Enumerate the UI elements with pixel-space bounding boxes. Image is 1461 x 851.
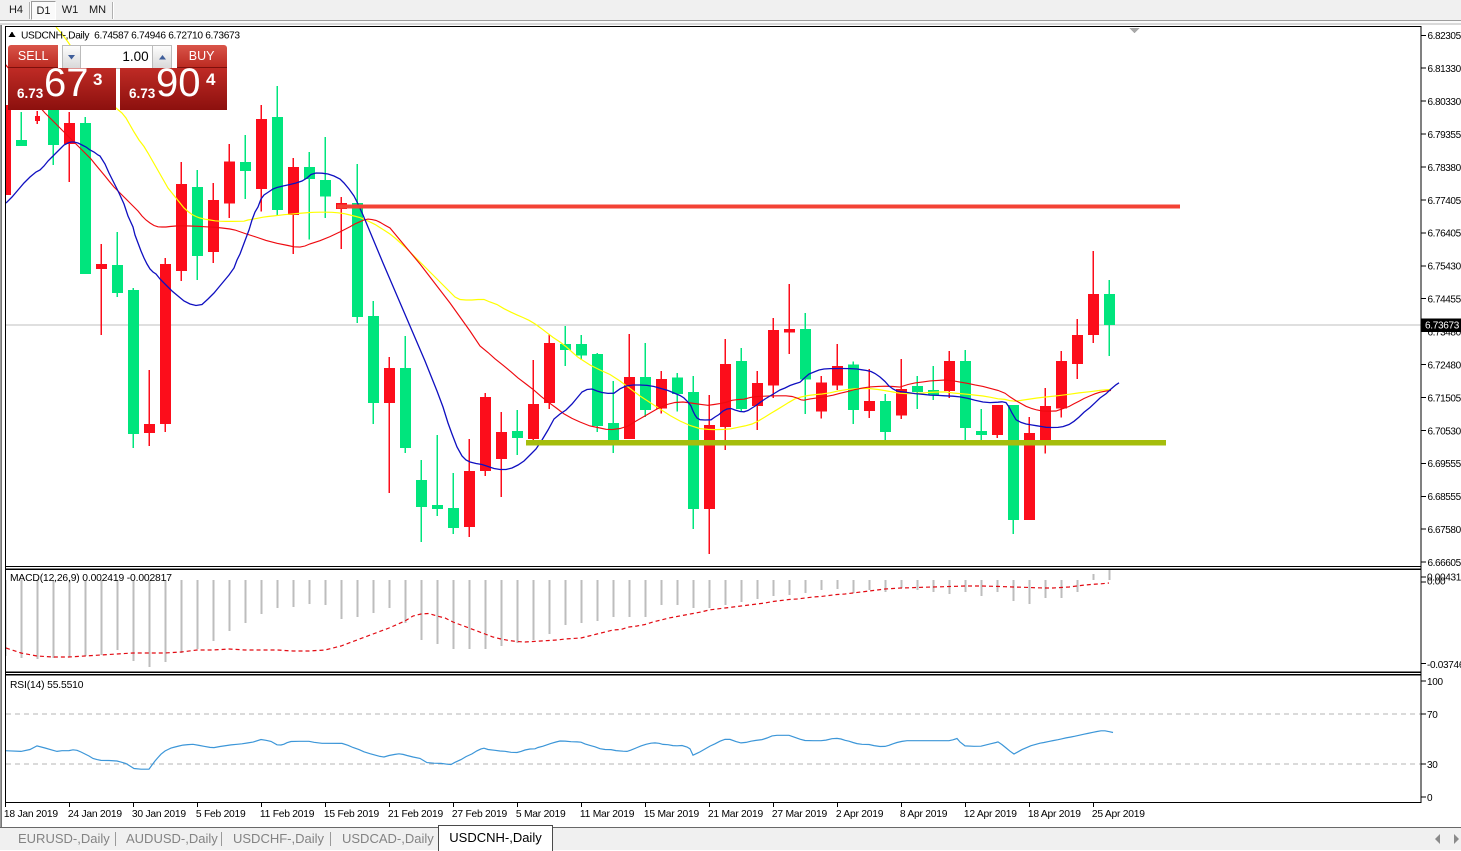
svg-text:30: 30: [1427, 760, 1438, 771]
svg-text:30 Jan 2019: 30 Jan 2019: [132, 809, 186, 820]
svg-text:5 Feb 2019: 5 Feb 2019: [196, 809, 246, 820]
svg-text:27 Mar 2019: 27 Mar 2019: [772, 809, 828, 820]
svg-text:RSI(14) 55.5510: RSI(14) 55.5510: [10, 680, 84, 691]
svg-text:6.79355: 6.79355: [1428, 130, 1461, 141]
svg-text:15 Mar 2019: 15 Mar 2019: [644, 809, 700, 820]
svg-text:70: 70: [1427, 710, 1438, 721]
svg-text:6.67580: 6.67580: [1428, 525, 1461, 536]
svg-text:6.77405: 6.77405: [1428, 196, 1461, 207]
svg-text:21 Mar 2019: 21 Mar 2019: [708, 809, 764, 820]
svg-text:6.81330: 6.81330: [1428, 64, 1461, 75]
svg-text:-0.037465: -0.037465: [1427, 660, 1461, 671]
svg-text:15 Feb 2019: 15 Feb 2019: [324, 809, 380, 820]
svg-text:25 Apr 2019: 25 Apr 2019: [1092, 809, 1145, 820]
svg-text:6.73673: 6.73673: [1425, 321, 1460, 332]
svg-text:6.74455: 6.74455: [1428, 295, 1461, 306]
svg-text:11 Feb 2019: 11 Feb 2019: [260, 809, 315, 820]
svg-text:6.75430: 6.75430: [1428, 262, 1461, 273]
svg-text:6.69555: 6.69555: [1428, 459, 1461, 470]
svg-text:MACD(12,26,9) 0.002419 -0.0028: MACD(12,26,9) 0.002419 -0.002817: [10, 573, 172, 584]
svg-text:6.82305: 6.82305: [1428, 31, 1461, 42]
svg-text:18 Jan 2019: 18 Jan 2019: [4, 809, 58, 820]
svg-text:2 Apr 2019: 2 Apr 2019: [836, 809, 884, 820]
svg-text:11 Mar 2019: 11 Mar 2019: [580, 809, 635, 820]
svg-text:8 Apr 2019: 8 Apr 2019: [900, 809, 948, 820]
svg-text:12 Apr 2019: 12 Apr 2019: [964, 809, 1017, 820]
svg-text:100: 100: [1427, 677, 1444, 688]
svg-text:0: 0: [1427, 793, 1433, 804]
svg-text:6.70530: 6.70530: [1428, 426, 1461, 437]
svg-text:USDCNH-,Daily 6.74587 6.74946: USDCNH-,Daily 6.74587 6.74946 6.72710 6.…: [21, 31, 240, 42]
svg-text:6.66605: 6.66605: [1428, 558, 1461, 569]
svg-text:21 Feb 2019: 21 Feb 2019: [388, 809, 444, 820]
svg-text:6.78380: 6.78380: [1428, 163, 1461, 174]
svg-text:0.00: 0.00: [1427, 577, 1446, 588]
svg-text:6.71505: 6.71505: [1428, 393, 1461, 404]
svg-text:27 Feb 2019: 27 Feb 2019: [452, 809, 508, 820]
svg-text:24 Jan 2019: 24 Jan 2019: [68, 809, 122, 820]
svg-text:18 Apr 2019: 18 Apr 2019: [1028, 809, 1081, 820]
svg-text:6.72480: 6.72480: [1428, 360, 1461, 371]
svg-text:6.76405: 6.76405: [1428, 229, 1461, 240]
svg-text:6.68555: 6.68555: [1428, 492, 1461, 503]
svg-text:6.80330: 6.80330: [1428, 97, 1461, 108]
svg-text:5 Mar 2019: 5 Mar 2019: [516, 809, 566, 820]
